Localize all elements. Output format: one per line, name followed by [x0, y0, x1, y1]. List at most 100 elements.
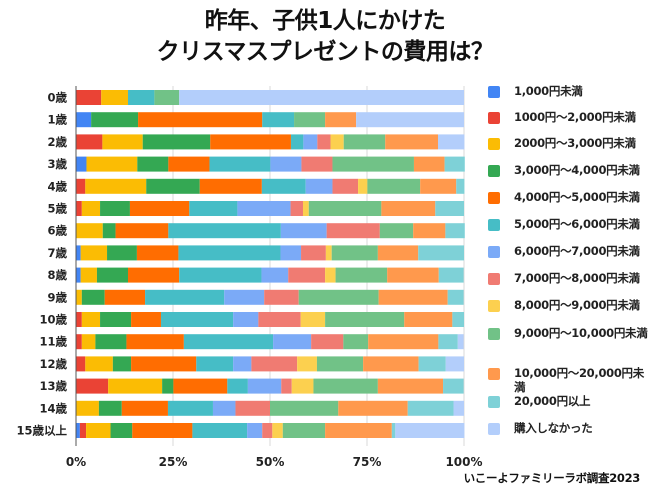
- bar-segment: [100, 312, 132, 327]
- legend-item: 8,000円～9,000円未満: [488, 298, 648, 312]
- bar-segment: [179, 267, 262, 283]
- bar-segment: [129, 201, 190, 216]
- bar-segment: [167, 400, 213, 416]
- bar-segment: [367, 178, 421, 194]
- bar-segment: [258, 312, 301, 327]
- bar-segment: [438, 267, 464, 283]
- legend-label: 20,000円以上: [514, 394, 591, 408]
- bar-segment: [210, 134, 291, 150]
- legend-swatch: [488, 273, 500, 285]
- legend-label: 6,000円～7,000円未満: [514, 244, 640, 258]
- bar-segment: [102, 134, 143, 150]
- x-tick-label: 75%: [353, 455, 382, 469]
- bar-segment: [76, 178, 86, 194]
- bar-segment: [413, 156, 445, 172]
- bar-segment: [273, 334, 312, 350]
- bar-segment: [136, 245, 179, 261]
- legend-label: 4,000円～5,000円未満: [514, 190, 640, 204]
- bar-segment: [335, 267, 388, 283]
- bar-segment: [297, 356, 317, 372]
- bar-segment: [81, 334, 96, 350]
- bar-segment: [452, 312, 464, 327]
- bar-segment: [173, 378, 228, 394]
- legend-item: 5,000円～6,000円未満: [488, 217, 648, 231]
- bar-segment: [112, 356, 132, 372]
- legend-item: 6,000円～7,000円未満: [488, 244, 648, 258]
- bar-segment: [385, 134, 439, 150]
- bar-segment: [377, 245, 419, 261]
- bar-segment: [379, 223, 414, 239]
- bar-segment: [247, 378, 282, 394]
- bar-segment: [377, 378, 444, 394]
- bar-segment: [183, 334, 274, 350]
- bar-segment: [95, 334, 127, 350]
- bar-segment: [332, 156, 414, 172]
- bar-segment: [131, 312, 161, 327]
- bar-segment: [261, 178, 306, 194]
- bar-segment: [418, 245, 464, 261]
- bar-segment: [302, 201, 309, 216]
- legend-item: 10,000円～20,000円未満: [488, 366, 648, 394]
- category-label: 15歳以上: [16, 424, 67, 438]
- bar-segment: [179, 90, 464, 105]
- bar-segment: [81, 201, 101, 216]
- bar-segment: [101, 90, 128, 105]
- bar-segment: [343, 334, 369, 350]
- bar-segment: [418, 356, 446, 372]
- bar-segment: [137, 156, 169, 172]
- bar-segment: [233, 312, 259, 327]
- legend-swatch: [488, 423, 500, 435]
- bar-segment: [104, 289, 146, 305]
- bar-segment: [76, 112, 92, 128]
- bar-segment: [445, 356, 464, 372]
- category-label: 14歳: [39, 401, 67, 415]
- bar-segment: [358, 178, 368, 194]
- category-label: 9歳: [47, 290, 67, 304]
- bar-segment: [291, 378, 314, 394]
- bar-segment: [301, 156, 333, 172]
- bar-segment: [237, 201, 291, 216]
- category-label: 3歳: [47, 157, 67, 171]
- bar-segment: [76, 156, 87, 172]
- category-label: 13歳: [39, 379, 67, 393]
- bar-segment: [192, 423, 248, 438]
- bar-segment: [453, 400, 464, 416]
- legend-item: 7,000円～8,000円未満: [488, 271, 648, 285]
- legend-swatch: [488, 219, 500, 231]
- bar-segment: [288, 267, 326, 283]
- bar-segment: [160, 312, 234, 327]
- bar-segment: [80, 267, 97, 283]
- category-label: 6歳: [47, 224, 67, 238]
- bar-segment: [308, 201, 382, 216]
- bar-segment: [447, 289, 464, 305]
- bar-segment: [290, 134, 304, 150]
- bar-segment: [325, 112, 357, 128]
- legend-label: 購入しなかった: [514, 421, 593, 435]
- bar-segment: [168, 223, 281, 239]
- bar-segment: [235, 400, 270, 416]
- bar-segment: [142, 134, 211, 150]
- bar-segment: [270, 400, 339, 416]
- bar-segment: [363, 356, 419, 372]
- bar-segment: [91, 112, 139, 128]
- bar-segment: [100, 201, 130, 216]
- bar-segment: [196, 356, 234, 372]
- bar-segment: [381, 201, 436, 216]
- bar-segment: [294, 112, 326, 128]
- bar-segment: [212, 400, 236, 416]
- bar-segment: [107, 245, 137, 261]
- legend-item: 4,000円～5,000円未満: [488, 190, 648, 204]
- bar-segment: [368, 334, 439, 350]
- bar-segment: [456, 178, 465, 194]
- bar-segment: [154, 90, 180, 105]
- legend-swatch: [488, 112, 500, 124]
- bar-segment: [76, 423, 80, 438]
- bar-segment: [227, 378, 248, 394]
- bar-segment: [85, 356, 113, 372]
- bar-segment: [76, 134, 103, 150]
- bar-segment: [435, 201, 464, 216]
- bar-segment: [438, 134, 465, 150]
- bar-segment: [317, 134, 331, 150]
- bar-segment: [316, 356, 364, 372]
- bar-segment: [264, 289, 299, 305]
